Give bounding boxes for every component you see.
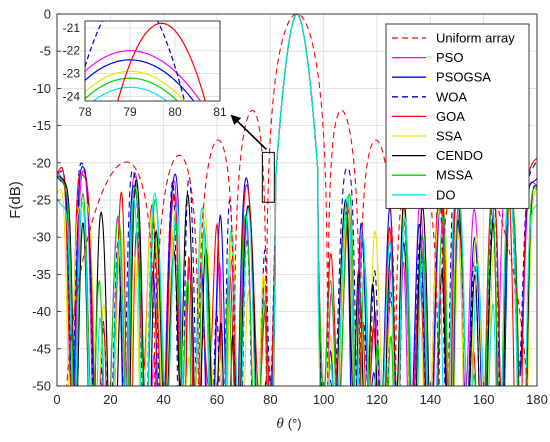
- x-tick-label: 140: [419, 392, 441, 407]
- inset-plot-area: [85, 21, 220, 101]
- inset-x-tick-label: 81: [213, 105, 227, 119]
- legend-cendo-label: CENDO: [436, 148, 483, 163]
- legend-uniform-array-label: Uniform array: [436, 31, 515, 46]
- inset-frame: [84, 20, 221, 102]
- zoom-arrow: [230, 114, 267, 150]
- inset-curve-pso: [85, 50, 202, 101]
- x-axis-symbol: θ: [276, 416, 284, 432]
- inset-y-tick-label: -23: [63, 67, 81, 81]
- x-tick-label: 100: [313, 392, 335, 407]
- y-tick-label: -10: [32, 81, 51, 96]
- inset-curve-goa: [117, 22, 206, 101]
- x-axis-label: θ (°): [276, 416, 301, 432]
- x-tick-label: 40: [156, 392, 170, 407]
- y-tick-label: -35: [32, 267, 51, 282]
- legend-do-label: DO: [436, 187, 456, 202]
- y-axis-label: F(dB): [7, 181, 24, 219]
- inset-x-tick-label: 80: [168, 105, 182, 119]
- x-axis-unit: (°): [288, 416, 302, 431]
- legend-ssa-label: SSA: [436, 129, 462, 144]
- series-line-ssa: [57, 14, 537, 386]
- y-tick-label: -40: [32, 304, 51, 319]
- x-tick-label: 160: [473, 392, 495, 407]
- x-tick-label: 60: [210, 392, 224, 407]
- inset-y-tick-label: -21: [63, 21, 81, 35]
- y-tick-label: -5: [39, 44, 51, 59]
- inset-curve-ssa: [85, 70, 185, 101]
- y-tick-label: 0: [44, 7, 51, 22]
- inset-x-tick-label: 78: [78, 105, 92, 119]
- inset-y-tick-label: -24: [63, 89, 81, 103]
- y-tick-label: -50: [32, 379, 51, 394]
- x-tick-label: 0: [53, 392, 60, 407]
- y-tick-label: -30: [32, 230, 51, 245]
- inset-series-group: [85, 21, 206, 101]
- y-tick-label: -45: [32, 341, 51, 356]
- zoom-box: [261, 151, 275, 203]
- legend-goa-label: GOA: [436, 109, 465, 124]
- x-tick-label: 80: [263, 392, 277, 407]
- legend-psogsa-label: PSOGSA: [436, 70, 491, 85]
- x-tick-label: 120: [366, 392, 388, 407]
- series-line-mssa: [57, 14, 537, 386]
- inset-curve-do: [92, 86, 168, 101]
- inset-x-tick-label: 79: [123, 105, 137, 119]
- y-tick-label: -20: [32, 155, 51, 170]
- inset-curve-mssa: [85, 77, 179, 101]
- plot-frame: [56, 13, 538, 387]
- inset-curve-psogsa: [85, 59, 195, 101]
- legend-mssa-label: MSSA: [436, 168, 473, 183]
- inset-y-tick-label: -22: [63, 44, 81, 58]
- y-tick-label: -15: [32, 118, 51, 133]
- legend-pso-label: PSO: [436, 50, 463, 65]
- y-tick-label: -25: [32, 193, 51, 208]
- x-tick-label: 180: [526, 392, 548, 407]
- legend-woa-label: WOA: [436, 89, 467, 104]
- x-tick-label: 20: [103, 392, 117, 407]
